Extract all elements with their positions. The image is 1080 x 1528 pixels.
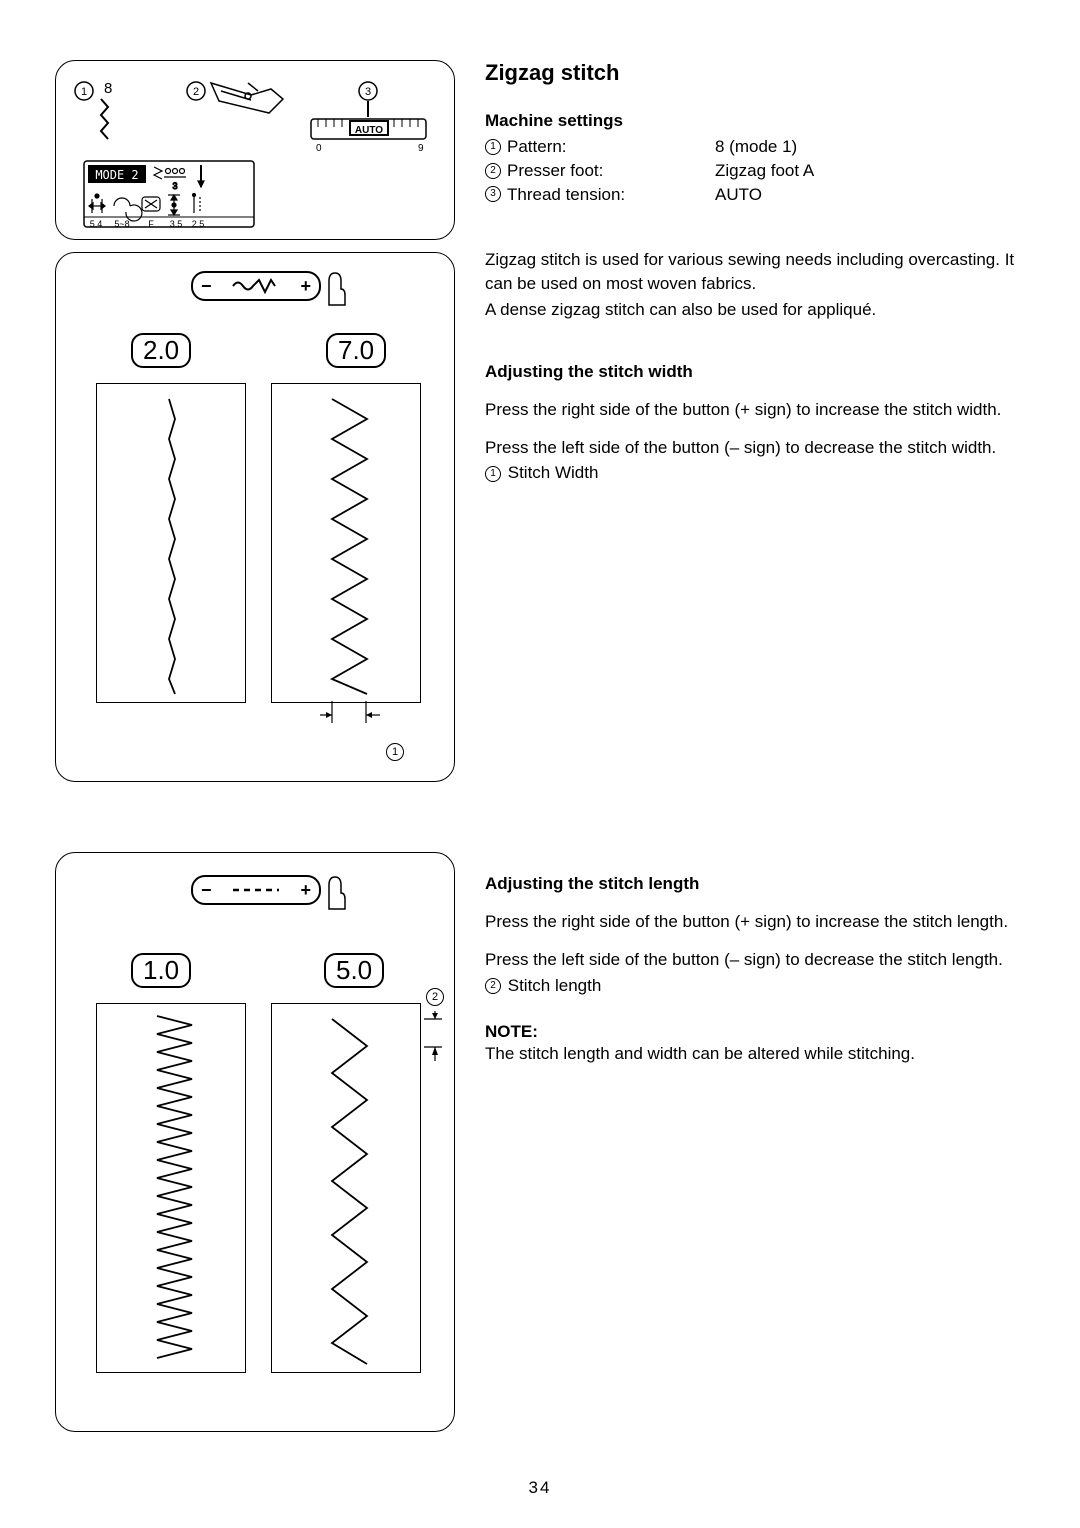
length-adjust-button: − + (191, 875, 321, 905)
width-heading: Adjusting the stitch width (485, 362, 1025, 382)
svg-text:3: 3 (365, 86, 371, 98)
finger-icon (321, 267, 351, 307)
page-number: 34 (0, 1478, 1080, 1498)
setting-presser-foot: 2Presser foot: Zigzag foot A (485, 159, 1025, 183)
machine-settings-heading: Machine settings (485, 111, 1025, 131)
svg-text:3.5: 3.5 (170, 219, 183, 229)
length-value-right: 5.0 (324, 953, 384, 988)
length-value-left: 1.0 (131, 953, 191, 988)
svg-text:AUTO: AUTO (355, 125, 383, 136)
svg-text:F: F (148, 219, 154, 229)
svg-text:2: 2 (193, 86, 199, 98)
note-text: The stitch length and width can be alter… (485, 1042, 1025, 1066)
width-adjust-button: − + (191, 271, 321, 301)
zigzag-glyph (231, 277, 281, 295)
length-sample-short (96, 1003, 246, 1373)
svg-text:9: 9 (418, 143, 424, 154)
width-sample-wide (271, 383, 421, 703)
length-dimension-arrows (424, 1011, 454, 1081)
svg-text:MODE 2: MODE 2 (95, 168, 138, 182)
machine-settings-svg: 1 8 2 3 (56, 61, 456, 241)
diagram-column: 1 8 2 3 (55, 60, 455, 1444)
circled-2: 2 (485, 978, 501, 994)
intro-p1: Zigzag stitch is used for various sewing… (485, 248, 1025, 296)
setting-thread-tension: 3Thread tension: AUTO (485, 183, 1025, 207)
svg-text:3: 3 (172, 181, 177, 191)
circled-2: 2 (485, 163, 501, 179)
plus-sign: + (300, 880, 311, 901)
svg-text:5.4: 5.4 (90, 219, 103, 229)
minus-sign: − (201, 880, 212, 901)
length-sample-long (271, 1003, 421, 1373)
setting-pattern: 1Pattern: 8 (mode 1) (485, 135, 1025, 159)
diagram-stitch-length: − + 1.0 5.0 2 (55, 852, 455, 1432)
minus-sign: − (201, 276, 212, 297)
diagram-machine-settings: 1 8 2 3 (55, 60, 455, 240)
circled-1: 1 (485, 466, 501, 482)
width-p1: Press the right side of the button (+ si… (485, 398, 1025, 422)
svg-text:5~8: 5~8 (114, 219, 129, 229)
width-callout-1: 1 (386, 743, 404, 761)
circled-3: 3 (485, 186, 501, 202)
intro-p2: A dense zigzag stitch can also be used f… (485, 298, 1025, 322)
plus-sign: + (300, 276, 311, 297)
width-dimension-arrows (320, 701, 390, 741)
length-heading: Adjusting the stitch length (485, 874, 1025, 894)
width-sample-narrow (96, 383, 246, 703)
length-p2: Press the left side of the button (– sig… (485, 948, 1025, 972)
width-value-left: 2.0 (131, 333, 191, 368)
svg-text:1: 1 (81, 86, 87, 98)
length-callout-2: 2 (426, 988, 444, 1006)
finger-icon (321, 871, 351, 911)
width-legend: 1 Stitch Width (485, 461, 1025, 485)
length-legend: 2 Stitch length (485, 974, 1025, 998)
note-label: NOTE: (485, 1022, 1025, 1042)
width-p2: Press the left side of the button (– sig… (485, 436, 1025, 460)
length-p1: Press the right side of the button (+ si… (485, 910, 1025, 934)
circled-1: 1 (485, 139, 501, 155)
width-value-right: 7.0 (326, 333, 386, 368)
text-column: Zigzag stitch Machine settings 1Pattern:… (485, 60, 1025, 1444)
diagram-stitch-width: − + 2.0 7.0 (55, 252, 455, 782)
dashed-glyph (231, 881, 281, 899)
page-title: Zigzag stitch (485, 60, 1025, 86)
svg-text:8: 8 (104, 80, 112, 97)
svg-text:2.5: 2.5 (192, 219, 205, 229)
svg-text:0: 0 (316, 143, 322, 154)
